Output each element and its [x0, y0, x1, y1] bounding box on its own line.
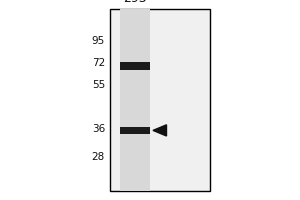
Bar: [110, 9, 210, 191]
Text: 293: 293: [123, 0, 147, 5]
Bar: [120, 62, 150, 70]
Text: 36: 36: [92, 124, 105, 134]
Bar: [120, 9, 150, 191]
Text: 95: 95: [92, 36, 105, 46]
Bar: [120, 127, 150, 134]
Text: 28: 28: [92, 152, 105, 162]
Text: 55: 55: [92, 80, 105, 90]
Text: 72: 72: [92, 58, 105, 68]
Polygon shape: [153, 125, 166, 136]
